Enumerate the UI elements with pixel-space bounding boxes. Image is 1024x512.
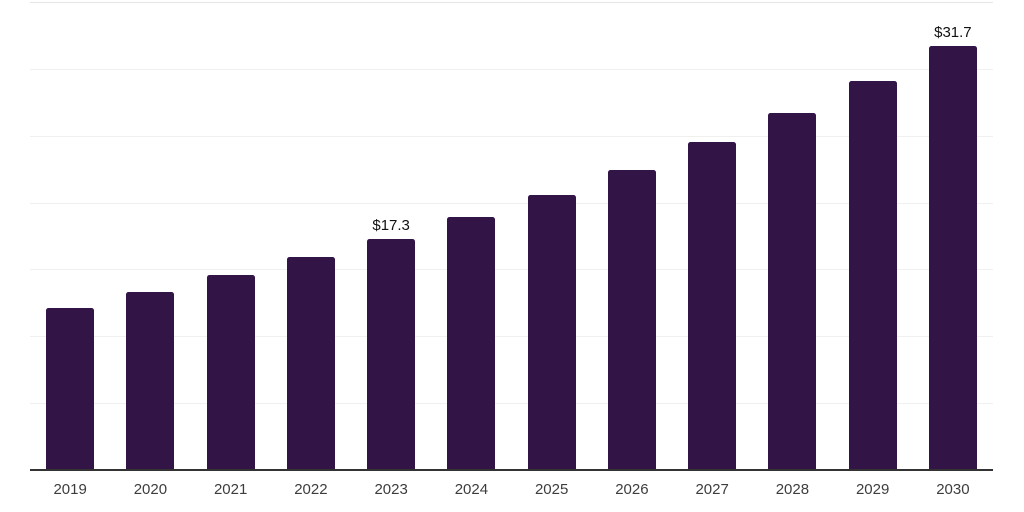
x-axis-label-2026: 2026 (615, 481, 649, 498)
bar-2021 (206, 274, 255, 470)
bar-2030 (928, 46, 977, 470)
bar-2024 (447, 217, 496, 470)
bar-2019 (46, 308, 95, 470)
gridline-5 (30, 403, 993, 405)
bar-2026 (607, 170, 656, 470)
x-axis-label-2021: 2021 (213, 481, 248, 498)
gridline-10 (30, 336, 993, 338)
bar-2025 (527, 194, 576, 470)
gridline-35 (30, 2, 993, 3)
x-axis-label-2024: 2024 (454, 481, 489, 498)
bar-2027 (688, 142, 737, 470)
x-axis-label-2023: 2023 (374, 481, 408, 498)
data-label-2030: $31.7 (934, 24, 972, 42)
gridline-15 (30, 269, 993, 271)
gridline-25 (30, 135, 993, 137)
x-axis-line (30, 469, 993, 471)
bar-2023 (367, 238, 416, 470)
x-axis-label-2028: 2028 (775, 481, 810, 498)
bar-2022 (286, 257, 335, 470)
gridline-30 (30, 68, 993, 70)
gridline-20 (30, 202, 993, 204)
bar-2028 (768, 112, 817, 470)
x-axis-label-2027: 2027 (695, 481, 729, 498)
x-axis-label-2025: 2025 (534, 481, 569, 498)
bar-2020 (126, 292, 175, 470)
x-axis-label-2020: 2020 (133, 481, 168, 498)
data-label-2023: $17.3 (372, 216, 410, 234)
x-axis-label-2030: 2030 (936, 481, 970, 498)
x-axis-label-2029: 2029 (855, 481, 890, 498)
bar-2029 (848, 80, 897, 470)
x-axis-label-2019: 2019 (53, 481, 87, 498)
x-axis-label-2022: 2022 (294, 481, 328, 498)
